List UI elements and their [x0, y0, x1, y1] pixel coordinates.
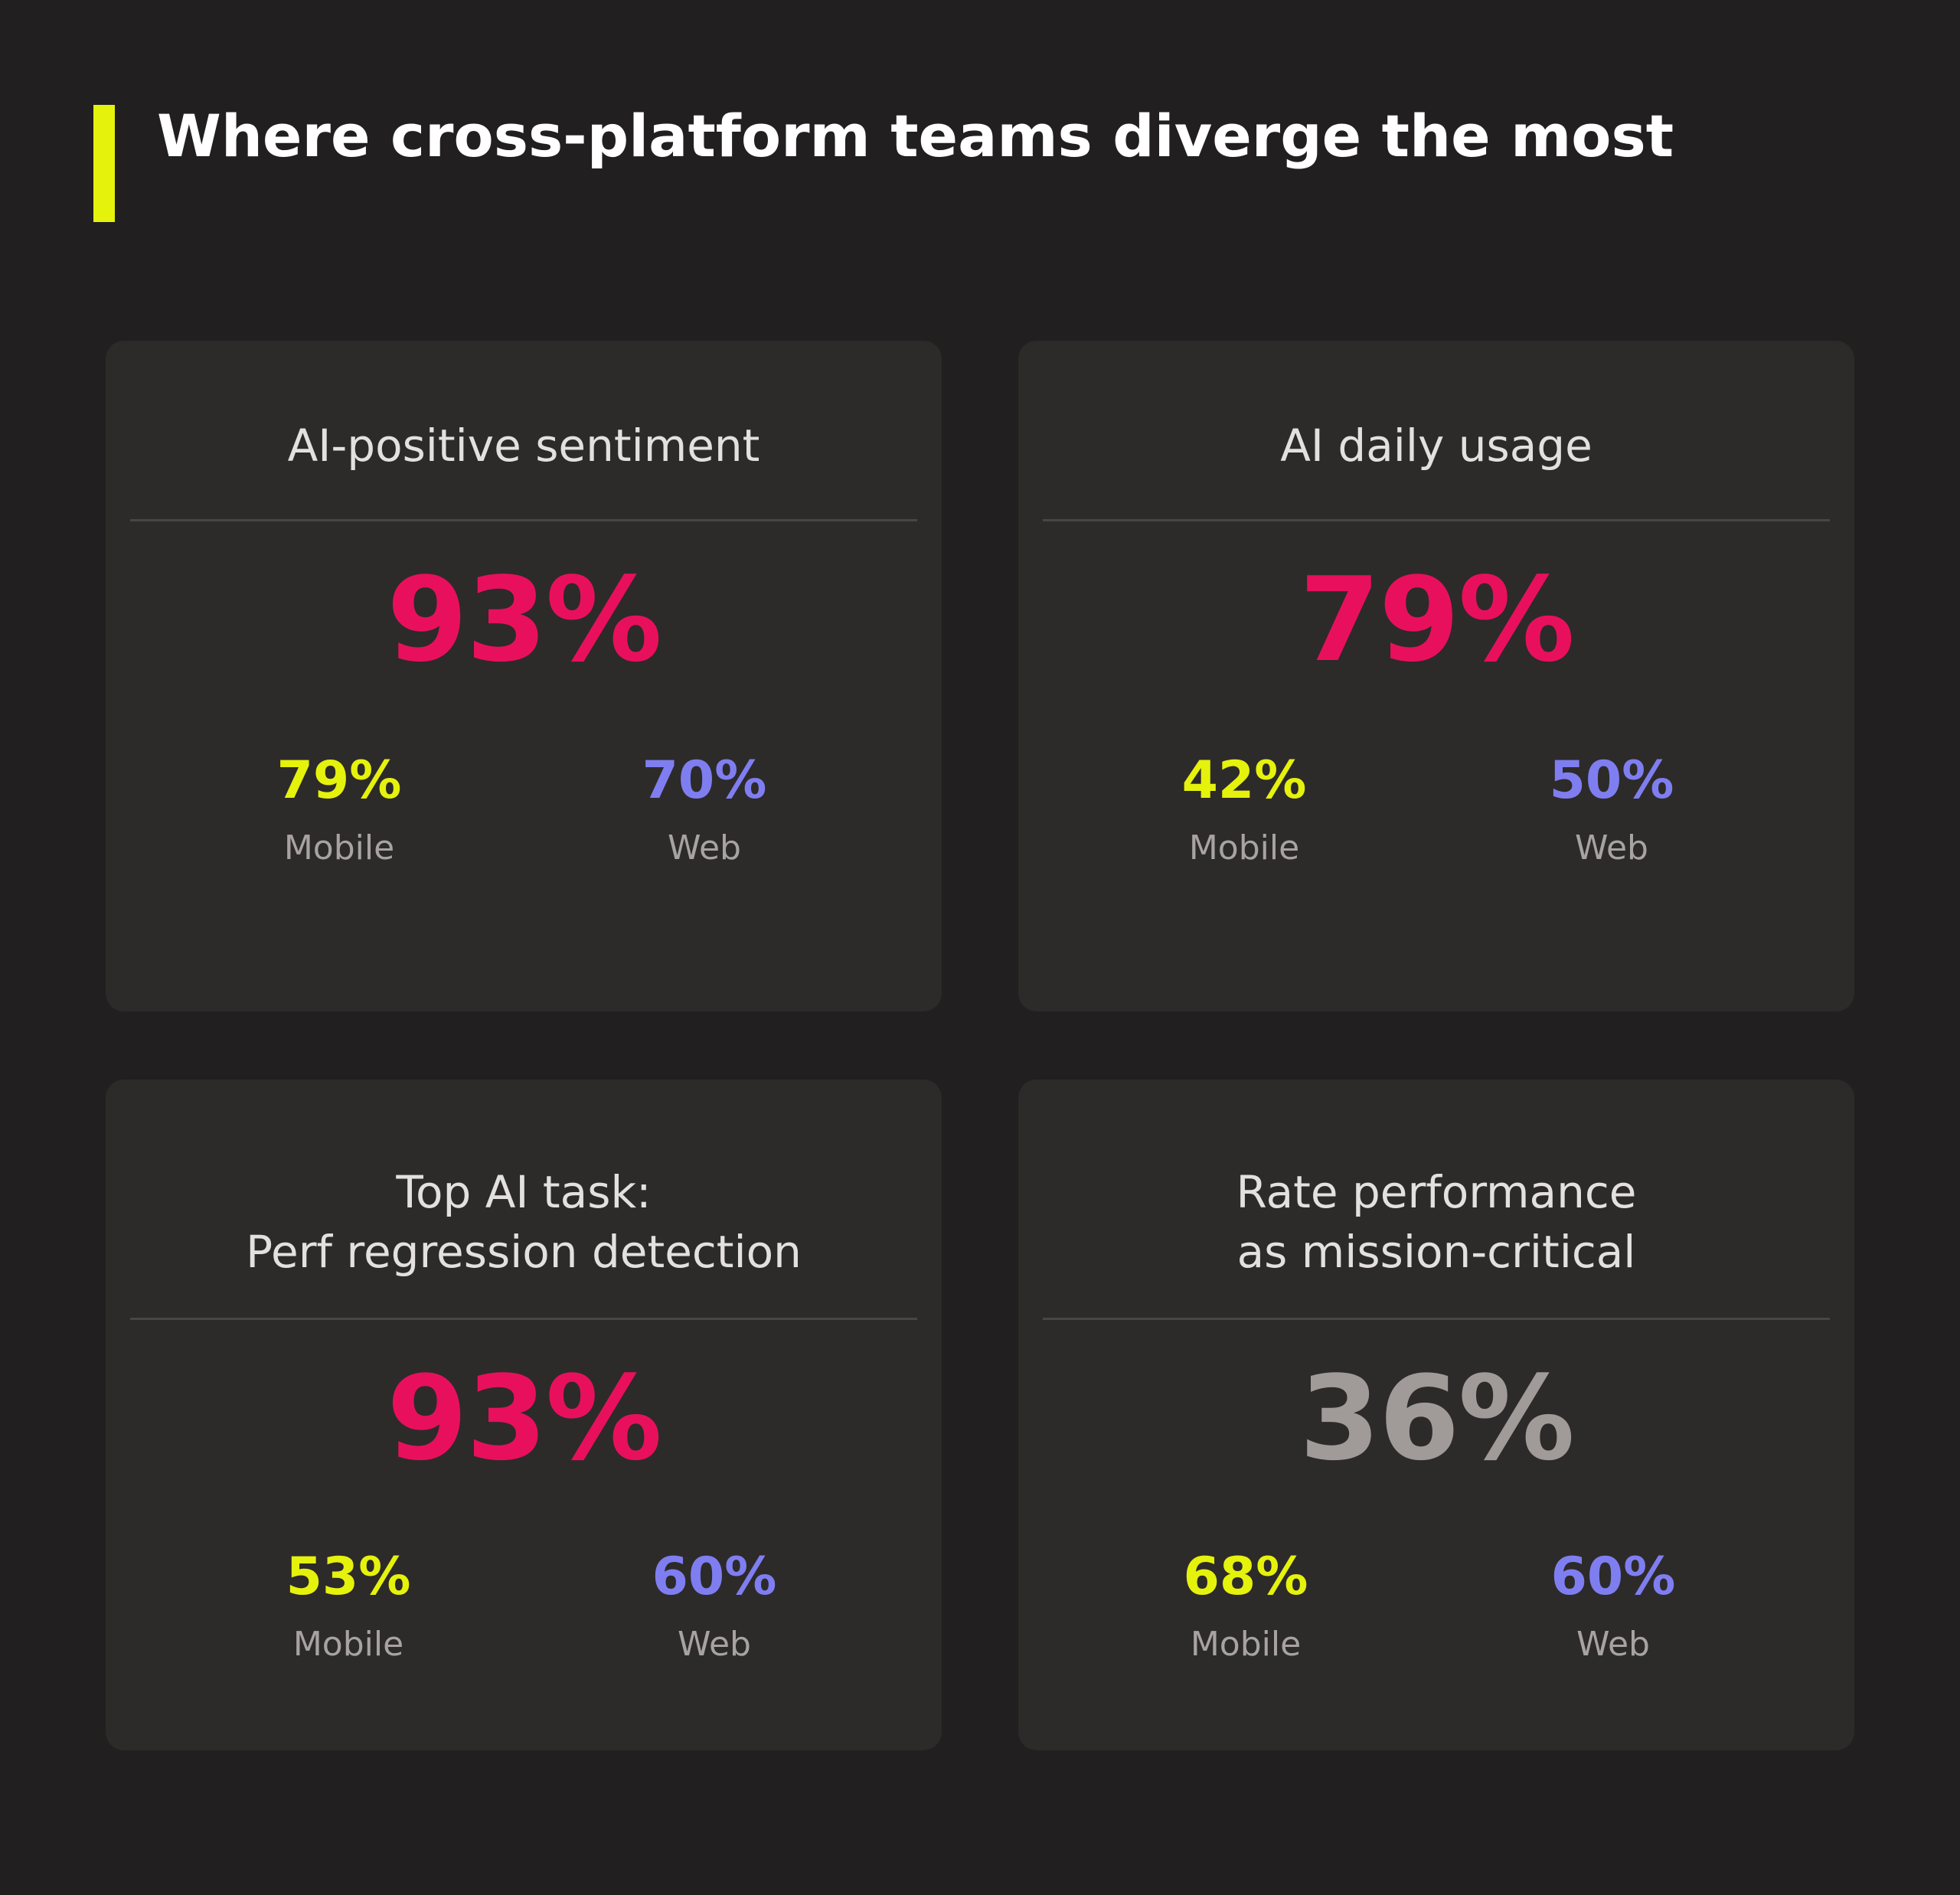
- card-title: Rate performance as mission-critical: [1018, 1162, 1854, 1282]
- headline-value: 93%: [387, 552, 662, 688]
- mobile-stat: 79% Mobile: [224, 750, 454, 871]
- card-title-line: Perf regression detection: [246, 1226, 802, 1278]
- card-title-line: Top AI task:: [396, 1166, 652, 1218]
- web-label: Web: [1576, 1625, 1650, 1664]
- web-label: Web: [1575, 828, 1648, 867]
- web-label: Web: [678, 1625, 751, 1664]
- mobile-value: 53%: [286, 1547, 411, 1607]
- mobile-value: 42%: [1181, 750, 1307, 811]
- mobile-value: 68%: [1183, 1547, 1308, 1607]
- card-title-line: AI daily usage: [1280, 420, 1592, 472]
- page-title: Where cross-platform teams diverge the m…: [157, 102, 1674, 170]
- mobile-label: Mobile: [1190, 1625, 1302, 1664]
- card-divider: [130, 519, 917, 521]
- headline-value: 79%: [1299, 552, 1575, 688]
- card-title-line: AI-positive sentiment: [287, 420, 760, 472]
- card-title-line: Rate performance: [1236, 1166, 1637, 1218]
- web-value: 70%: [642, 750, 767, 811]
- mobile-label: Mobile: [283, 828, 395, 867]
- card-divider: [1043, 1318, 1830, 1320]
- stat-card-top-ai-task: Top AI task: Perf regression detection 9…: [106, 1080, 942, 1750]
- mobile-stat: 68% Mobile: [1131, 1547, 1361, 1668]
- mobile-label: Mobile: [292, 1625, 404, 1664]
- web-value: 50%: [1549, 750, 1674, 811]
- card-divider: [130, 1318, 917, 1320]
- card-title: AI daily usage: [1018, 416, 1854, 475]
- web-stat: 60% Web: [599, 1547, 829, 1668]
- card-title: Top AI task: Perf regression detection: [106, 1162, 942, 1282]
- web-stat: 70% Web: [590, 750, 819, 871]
- mobile-stat: 42% Mobile: [1129, 750, 1359, 871]
- mobile-stat: 53% Mobile: [234, 1547, 463, 1668]
- card-title-line: as mission-critical: [1236, 1226, 1636, 1278]
- web-stat: 50% Web: [1497, 750, 1726, 871]
- card-title: AI-positive sentiment: [106, 416, 942, 475]
- stat-card-performance-mission-critical: Rate performance as mission-critical 36%…: [1018, 1080, 1854, 1750]
- title-accent-bar: [93, 105, 115, 222]
- stat-card-ai-positive-sentiment: AI-positive sentiment 93% 79% Mobile 70%…: [106, 341, 942, 1011]
- card-divider: [1043, 519, 1830, 521]
- web-value: 60%: [1550, 1547, 1676, 1607]
- stat-card-ai-daily-usage: AI daily usage 79% 42% Mobile 50% Web: [1018, 341, 1854, 1011]
- mobile-value: 79%: [276, 750, 402, 811]
- headline-value: 36%: [1299, 1351, 1575, 1486]
- web-stat: 60% Web: [1498, 1547, 1728, 1668]
- headline-value: 93%: [387, 1351, 662, 1486]
- web-label: Web: [668, 828, 741, 867]
- mobile-label: Mobile: [1188, 828, 1300, 867]
- web-value: 60%: [652, 1547, 777, 1607]
